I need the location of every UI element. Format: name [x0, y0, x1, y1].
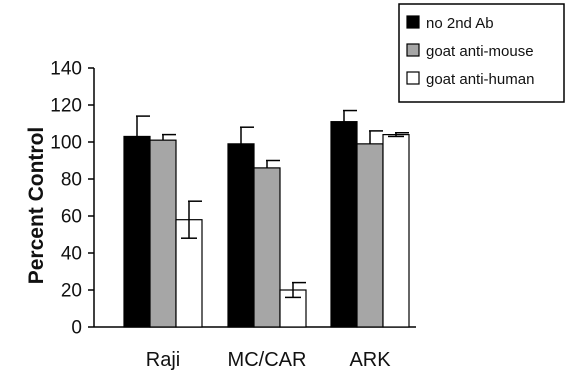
legend-label: goat anti-mouse [426, 43, 534, 60]
legend-label: goat anti-human [426, 71, 534, 88]
bar-raji-series-2 [149, 139, 177, 328]
chart-legend: no 2nd Ab goat anti-mouse goat anti-human [398, 3, 565, 103]
legend-swatch [406, 43, 420, 57]
legend-box [398, 3, 565, 103]
y-tick-label: 120 [50, 96, 82, 117]
y-tick-label: 0 [71, 318, 82, 339]
legend-swatch [406, 15, 420, 29]
y-axis-title: Percent Control [25, 127, 48, 285]
bar-raji-series-1 [123, 135, 151, 328]
y-tick-label: 140 [50, 59, 82, 80]
bar-mc-car-series-1 [227, 143, 255, 328]
bar-ark-series-3 [382, 134, 410, 328]
chart-bars [123, 109, 410, 328]
x-category-label: ARK [349, 349, 391, 371]
legend-label: no 2nd Ab [426, 15, 494, 32]
y-tick-label: 40 [61, 244, 82, 265]
legend-swatch [406, 71, 420, 85]
y-tick-label: 100 [50, 133, 82, 154]
y-tick-label: 60 [61, 207, 82, 228]
x-category-label: Raji [146, 349, 180, 371]
x-category-label: MC/CAR [228, 349, 307, 371]
y-tick-label: 20 [61, 281, 82, 302]
bar-ark-series-2 [356, 143, 384, 328]
bar-ark-series-1 [330, 121, 358, 328]
bar-mc-car-series-2 [253, 167, 281, 328]
chart-axes: 0 20 40 60 80 100 120 140 Percent Control Raji MC/… [25, 59, 416, 371]
y-tick-label: 80 [61, 170, 82, 191]
